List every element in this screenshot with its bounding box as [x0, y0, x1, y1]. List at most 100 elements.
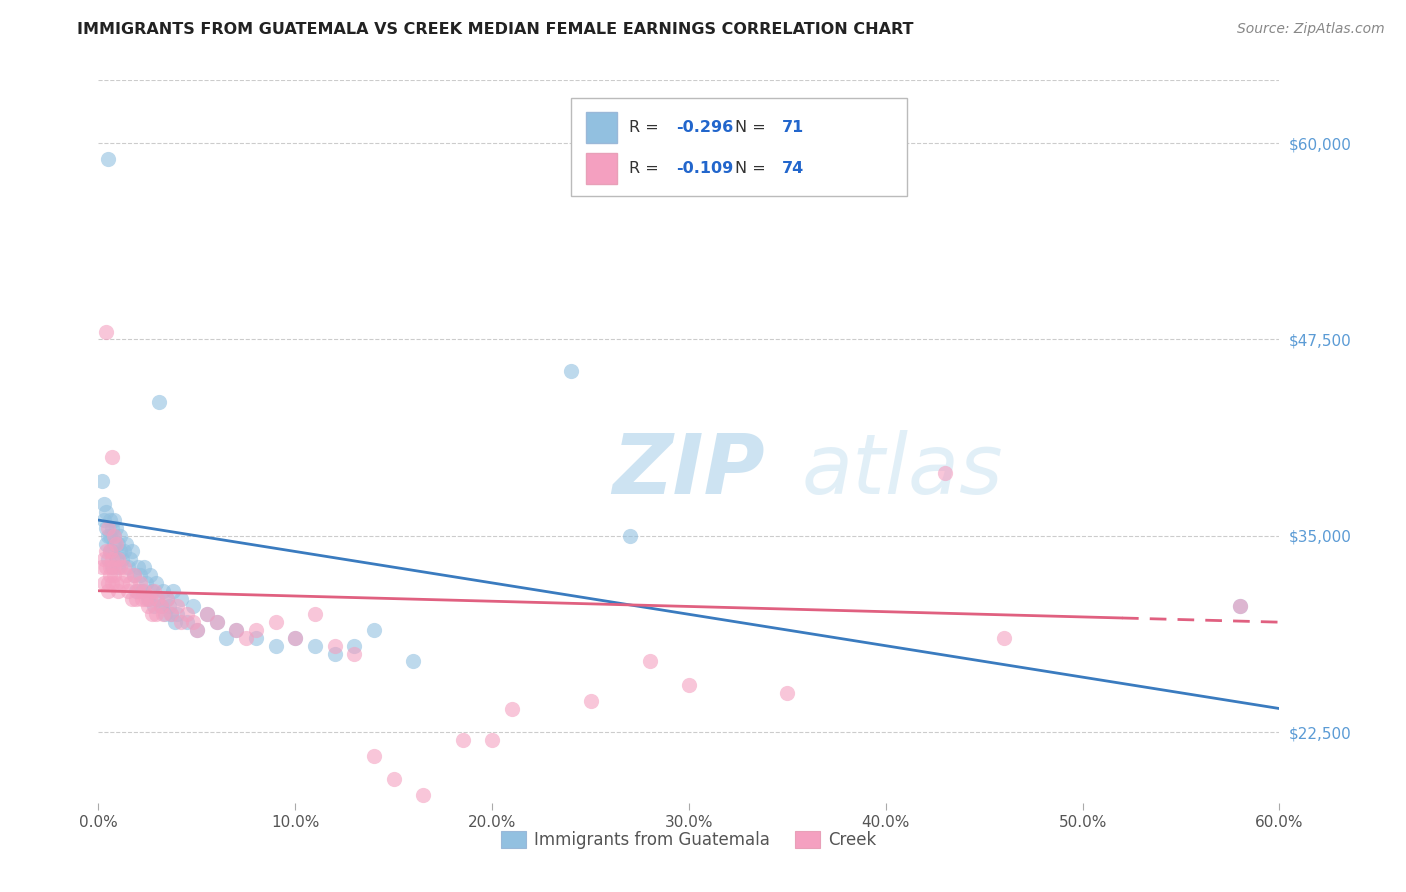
Legend: Immigrants from Guatemala, Creek: Immigrants from Guatemala, Creek — [495, 824, 883, 856]
Point — [93, 552, 115, 566]
Point — [323, 639, 346, 653]
Point — [128, 575, 150, 590]
Point — [150, 599, 173, 614]
Point — [97, 529, 120, 543]
Point — [619, 529, 641, 543]
Point — [97, 152, 120, 166]
Point — [451, 733, 474, 747]
Point — [127, 583, 149, 598]
Point — [156, 591, 179, 606]
Point — [122, 568, 145, 582]
Point — [103, 568, 125, 582]
Point — [284, 631, 307, 645]
Point — [96, 560, 118, 574]
Point — [136, 591, 159, 606]
Point — [98, 529, 121, 543]
Point — [245, 631, 267, 645]
Point — [152, 607, 174, 622]
Point — [91, 560, 114, 574]
Point — [1229, 599, 1251, 614]
Point — [150, 599, 173, 614]
Point — [148, 395, 170, 409]
Point — [101, 521, 124, 535]
Text: -0.109: -0.109 — [676, 161, 733, 176]
Point — [264, 615, 287, 630]
Point — [118, 575, 141, 590]
Text: 74: 74 — [782, 161, 804, 176]
Point — [98, 513, 121, 527]
Point — [162, 583, 184, 598]
Point — [176, 607, 198, 622]
Point — [101, 575, 124, 590]
Point — [579, 694, 602, 708]
Point — [131, 583, 153, 598]
Point — [205, 615, 228, 630]
FancyBboxPatch shape — [586, 153, 617, 184]
Text: 71: 71 — [782, 120, 804, 135]
Point — [142, 583, 165, 598]
Point — [323, 647, 346, 661]
Point — [131, 591, 153, 606]
Point — [343, 647, 366, 661]
FancyBboxPatch shape — [586, 112, 617, 143]
Point — [934, 466, 956, 480]
Point — [170, 615, 193, 630]
Point — [146, 591, 169, 606]
Point — [678, 678, 700, 692]
Point — [105, 536, 128, 550]
Point — [402, 655, 425, 669]
Point — [363, 623, 385, 637]
Point — [93, 513, 115, 527]
Point — [304, 639, 326, 653]
Point — [166, 599, 188, 614]
Point — [136, 599, 159, 614]
Point — [93, 497, 115, 511]
Point — [412, 788, 434, 802]
Point — [117, 560, 139, 574]
Point — [96, 325, 118, 339]
Text: N =: N = — [735, 161, 770, 176]
Point — [186, 623, 208, 637]
Point — [135, 591, 157, 606]
Point — [98, 568, 121, 582]
Point — [125, 583, 148, 598]
Point — [98, 560, 121, 574]
Point — [115, 536, 138, 550]
Text: Source: ZipAtlas.com: Source: ZipAtlas.com — [1237, 22, 1385, 37]
Point — [97, 575, 120, 590]
Point — [103, 536, 125, 550]
Point — [142, 599, 165, 614]
Point — [155, 607, 177, 622]
Point — [112, 560, 135, 574]
Text: N =: N = — [735, 120, 770, 135]
Text: IMMIGRANTS FROM GUATEMALA VS CREEK MEDIAN FEMALE EARNINGS CORRELATION CHART: IMMIGRANTS FROM GUATEMALA VS CREEK MEDIA… — [77, 22, 914, 37]
Point — [103, 529, 125, 543]
Point — [97, 583, 120, 598]
Point — [117, 583, 139, 598]
Point — [115, 568, 138, 582]
Point — [284, 631, 307, 645]
Point — [225, 623, 247, 637]
Point — [264, 639, 287, 653]
Point — [98, 544, 121, 558]
Point — [176, 615, 198, 630]
Point — [160, 607, 183, 622]
Point — [225, 623, 247, 637]
Point — [101, 450, 124, 465]
Point — [121, 591, 143, 606]
Point — [97, 521, 120, 535]
Point — [145, 607, 167, 622]
Point — [105, 575, 128, 590]
Point — [108, 529, 131, 543]
Point — [181, 615, 204, 630]
Point — [157, 599, 180, 614]
Point — [195, 607, 218, 622]
Point — [108, 560, 131, 574]
Point — [105, 552, 128, 566]
Point — [128, 568, 150, 582]
Point — [105, 521, 128, 535]
Point — [96, 544, 118, 558]
Point — [165, 615, 187, 630]
Point — [186, 623, 208, 637]
Point — [993, 631, 1015, 645]
